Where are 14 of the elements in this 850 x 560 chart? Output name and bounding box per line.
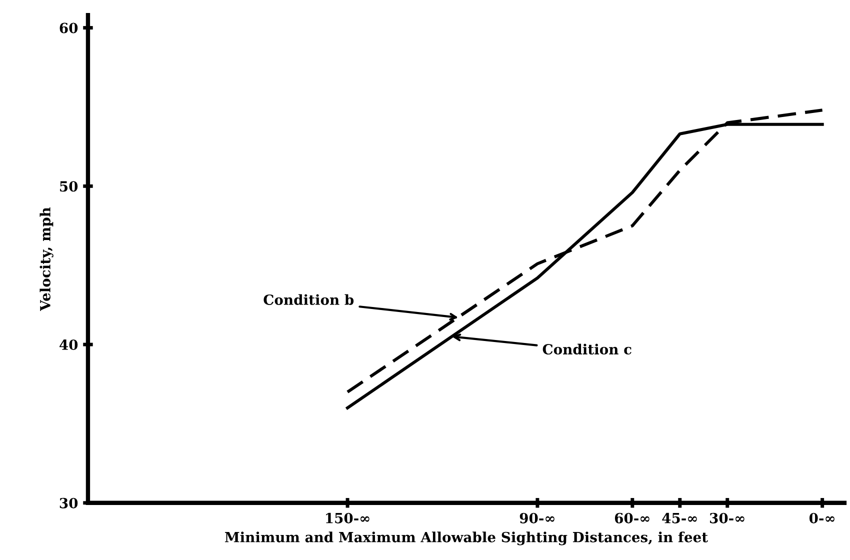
x-tick-label: 45-∞: [662, 512, 697, 524]
x-axis-title: Minimum and Maximum Allowable Sighting Distances, in feet: [225, 532, 708, 546]
x-tick-label: 150-∞: [326, 512, 370, 524]
y-tick-label: 30: [60, 498, 78, 508]
annotation: Condition b: [264, 294, 354, 305]
x-tick-label: 0-∞: [809, 512, 834, 524]
y-axis-title: Velocity, mph: [40, 207, 54, 312]
x-tick-label: 30-∞: [710, 512, 744, 524]
x-tick-label: 90-∞: [520, 512, 554, 524]
y-tick-label: 50: [60, 181, 78, 192]
y-tick-label: 40: [59, 339, 78, 350]
annotation: Condition c: [542, 344, 632, 355]
y-tick-label: 60: [60, 22, 78, 34]
x-tick-label: 60-∞: [614, 512, 650, 524]
